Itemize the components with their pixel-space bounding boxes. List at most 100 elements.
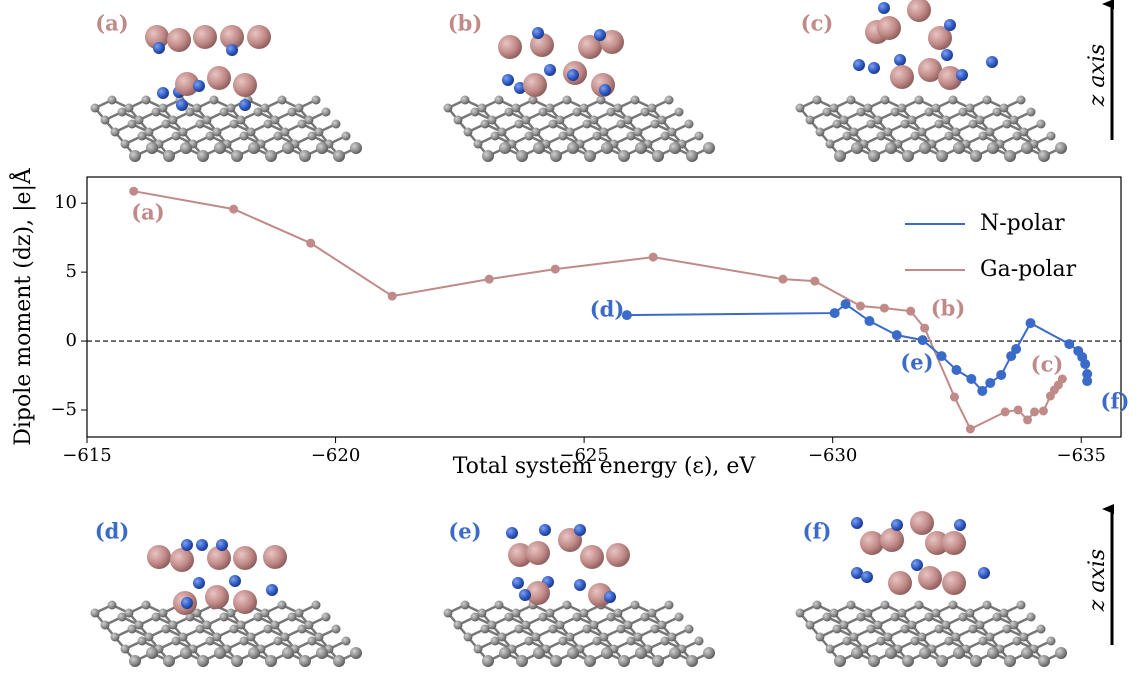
data-point [1001,407,1010,416]
carbon-atom [471,108,480,117]
carbon-atom [525,637,534,646]
structure-panel: (e) [444,519,716,668]
nitrogen-atom [239,99,251,111]
data-point [985,378,995,388]
carbon-atom [563,601,572,610]
carbon-atom [868,655,880,667]
carbon-atom [299,150,311,162]
carbon-atom [308,637,317,646]
carbon-atom [911,132,920,141]
carbon-atom [901,120,910,129]
carbon-atom [891,613,900,622]
carbon-atom [308,132,317,141]
carbon-atom [138,637,147,646]
nitrogen-atom [978,567,990,579]
carbon-atom [813,96,822,105]
gallium-atom [147,545,171,569]
gallium-atom [942,571,966,595]
gallium-atom [205,585,229,609]
carbon-atom [686,150,698,162]
gallium-atom [890,65,914,89]
annotation: (f) [1101,389,1130,414]
nitrogen-atom [851,517,863,529]
data-point [920,324,929,333]
carbon-atom [627,637,636,646]
carbon-atom [461,96,470,105]
carbon-atom [316,647,328,659]
carbon-atom [111,633,120,642]
carbon-atom [333,655,345,667]
carbon-atom [482,150,494,162]
carbon-atom [516,150,528,162]
carbon-atom [925,613,934,622]
carbon-atom [665,601,674,610]
carbon-atom [607,613,616,622]
carbon-atom [254,108,263,117]
carbon-atom [248,647,260,659]
data-point [864,316,874,326]
carbon-atom [454,116,463,125]
z-axis-label: z axis [1085,44,1110,107]
carbon-atom [549,625,558,634]
carbon-atom [444,609,453,618]
carbon-atom [686,655,698,667]
carbon-atom [823,613,832,622]
gallium-atom [498,35,522,59]
legend-label: N-polar [980,211,1065,236]
z-axis-label: z axis [1085,549,1110,612]
carbon-atom [567,647,579,659]
carbon-atom [121,140,130,149]
carbon-atom [444,104,453,113]
carbon-atom [843,637,852,646]
carbon-atom [826,140,835,149]
gallium-atom [170,548,194,572]
carbon-atom [1013,132,1022,141]
carbon-atom [274,637,283,646]
figure: Total system energy (ε), eV Dipole momen… [0,0,1141,683]
carbon-atom [254,613,263,622]
carbon-atom [474,645,483,654]
carbon-atom [695,132,704,141]
carbon-atom [833,625,842,634]
nitrogen-atom [574,579,586,591]
carbon-atom [857,613,866,622]
structure-panel: (c) [796,0,1068,162]
carbon-atom [925,108,934,117]
carbon-atom [322,108,331,117]
carbon-atom [675,613,684,622]
carbon-atom [911,637,920,646]
x-tick-label: −635 [1057,445,1106,466]
gallium-atom [247,25,271,49]
carbon-atom [163,655,175,667]
y-axis-label: Dipole moment (dz), |e|Å [8,167,36,446]
carbon-atom [316,142,328,154]
data-point [977,386,987,396]
carbon-atom [288,108,297,117]
carbon-atom [826,645,835,654]
carbon-atom [641,613,650,622]
carbon-atom [847,601,856,610]
carbon-atom [695,637,704,646]
carbon-atom [1055,142,1067,154]
carbon-atom [806,116,815,125]
carbon-atom [152,613,161,622]
carbon-atom [491,637,500,646]
carbon-atom [583,625,592,634]
carbon-atom [230,120,239,129]
carbon-atom [481,120,490,129]
carbon-atom [146,142,158,154]
carbon-atom [248,142,260,154]
carbon-atom [573,108,582,117]
carbon-atom [987,142,999,154]
data-point [1039,406,1048,415]
carbon-atom [282,142,294,154]
data-point [892,330,902,340]
carbon-atom [867,120,876,129]
carbon-atom [1021,647,1033,659]
carbon-atom [264,625,273,634]
carbon-atom [128,625,137,634]
annotation: (b) [931,296,966,321]
data-point [1014,405,1023,414]
nitrogen-atom [176,99,188,111]
carbon-atom [332,625,341,634]
